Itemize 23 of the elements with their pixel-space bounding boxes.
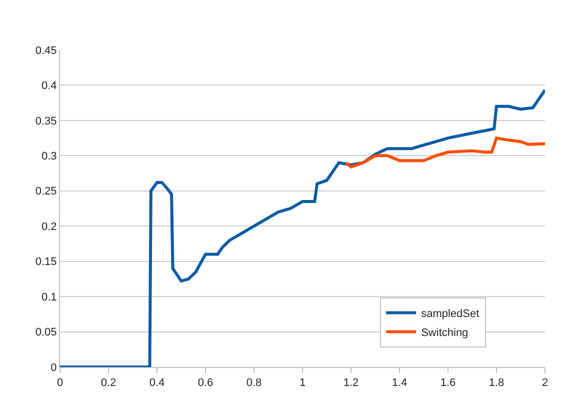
y-tick-label: 0.3 xyxy=(42,150,57,163)
x-tick-label: 0.6 xyxy=(198,377,214,390)
legend-label: sampledSet xyxy=(421,308,480,320)
x-tick-label: 1.6 xyxy=(440,377,456,390)
y-tick-label: 0.4 xyxy=(42,80,57,92)
y-tick-label: 0.25 xyxy=(35,186,57,198)
x-tick-label: 1 xyxy=(299,377,306,390)
y-tick-label: 0.2 xyxy=(42,220,57,233)
x-tick-label: 2 xyxy=(542,377,548,390)
x-tick-label: 1.8 xyxy=(488,377,504,390)
y-tick-label: 0 xyxy=(50,362,57,374)
y-tick-label: 0.35 xyxy=(35,115,57,128)
x-tick-label: 0.8 xyxy=(246,377,262,390)
y-tick-label: 0.1 xyxy=(42,291,57,304)
x-tick-label: 1.4 xyxy=(392,377,408,390)
x-tick-label: 1.2 xyxy=(343,377,359,390)
y-tick-label: 0.45 xyxy=(35,44,57,57)
x-tick-label: 0.2 xyxy=(100,377,116,390)
y-tick-label: 0.15 xyxy=(35,256,57,268)
line-series xyxy=(344,136,545,168)
x-tick-label: 0.4 xyxy=(149,377,165,390)
legend-label: Switching xyxy=(421,327,468,340)
y-tick-label: 0.05 xyxy=(35,326,57,339)
